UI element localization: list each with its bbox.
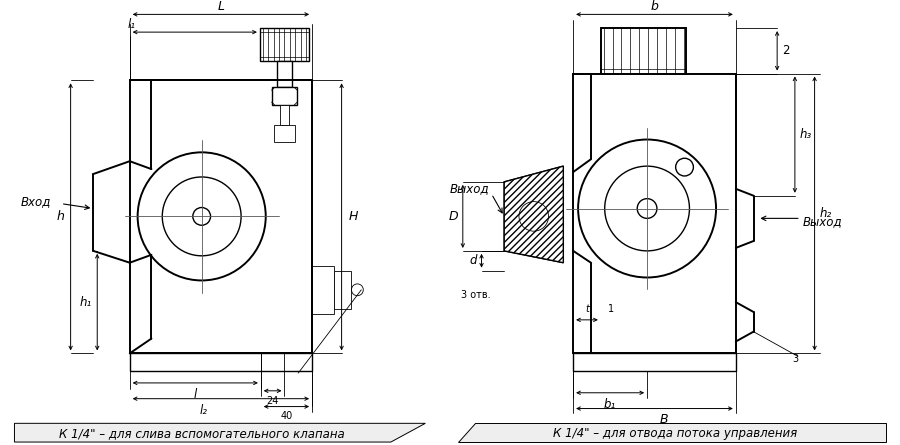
Polygon shape	[14, 423, 426, 442]
Text: b: b	[651, 0, 659, 13]
Text: Выход: Выход	[450, 182, 490, 195]
Bar	[130, 353, 312, 371]
Bar	[601, 28, 687, 73]
Bar	[280, 105, 290, 125]
Bar	[573, 353, 736, 371]
Polygon shape	[458, 423, 886, 442]
Text: Выход: Выход	[803, 215, 842, 228]
Bar	[272, 87, 297, 105]
Text: 2: 2	[782, 44, 789, 57]
Text: H: H	[348, 210, 358, 223]
Text: h: h	[57, 210, 65, 223]
Text: 3: 3	[792, 354, 798, 364]
Bar	[260, 28, 309, 61]
Text: t: t	[585, 304, 589, 314]
Text: 40: 40	[280, 412, 292, 421]
Text: d: d	[469, 254, 477, 267]
Polygon shape	[504, 166, 563, 263]
Text: 24: 24	[266, 396, 279, 406]
Bar	[573, 73, 736, 353]
Bar	[312, 266, 334, 314]
Bar	[276, 61, 292, 87]
Text: l: l	[194, 388, 197, 401]
Text: h₃: h₃	[800, 128, 812, 141]
Text: h₂: h₂	[820, 207, 832, 220]
Text: l₁: l₁	[128, 18, 136, 31]
Text: К 1/4" – для слива вспомогательного клапана: К 1/4" – для слива вспомогательного клап…	[58, 427, 345, 440]
Text: b₁: b₁	[604, 398, 617, 411]
Text: h₁: h₁	[80, 295, 93, 309]
Polygon shape	[504, 166, 563, 263]
Bar	[274, 125, 295, 142]
Text: L: L	[218, 0, 224, 13]
Text: К 1/4" – для отвода потока управления: К 1/4" – для отвода потока управления	[553, 427, 796, 440]
Text: B: B	[660, 413, 669, 426]
Text: Вход: Вход	[21, 195, 50, 208]
Bar	[130, 81, 312, 353]
Text: 1: 1	[608, 304, 614, 314]
Text: l₂: l₂	[199, 404, 207, 417]
Text: 3 отв.: 3 отв.	[461, 290, 491, 300]
Bar	[334, 271, 352, 309]
Text: D: D	[448, 210, 458, 223]
